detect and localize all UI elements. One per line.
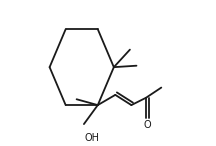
Text: OH: OH — [84, 133, 99, 143]
Text: O: O — [143, 120, 151, 130]
